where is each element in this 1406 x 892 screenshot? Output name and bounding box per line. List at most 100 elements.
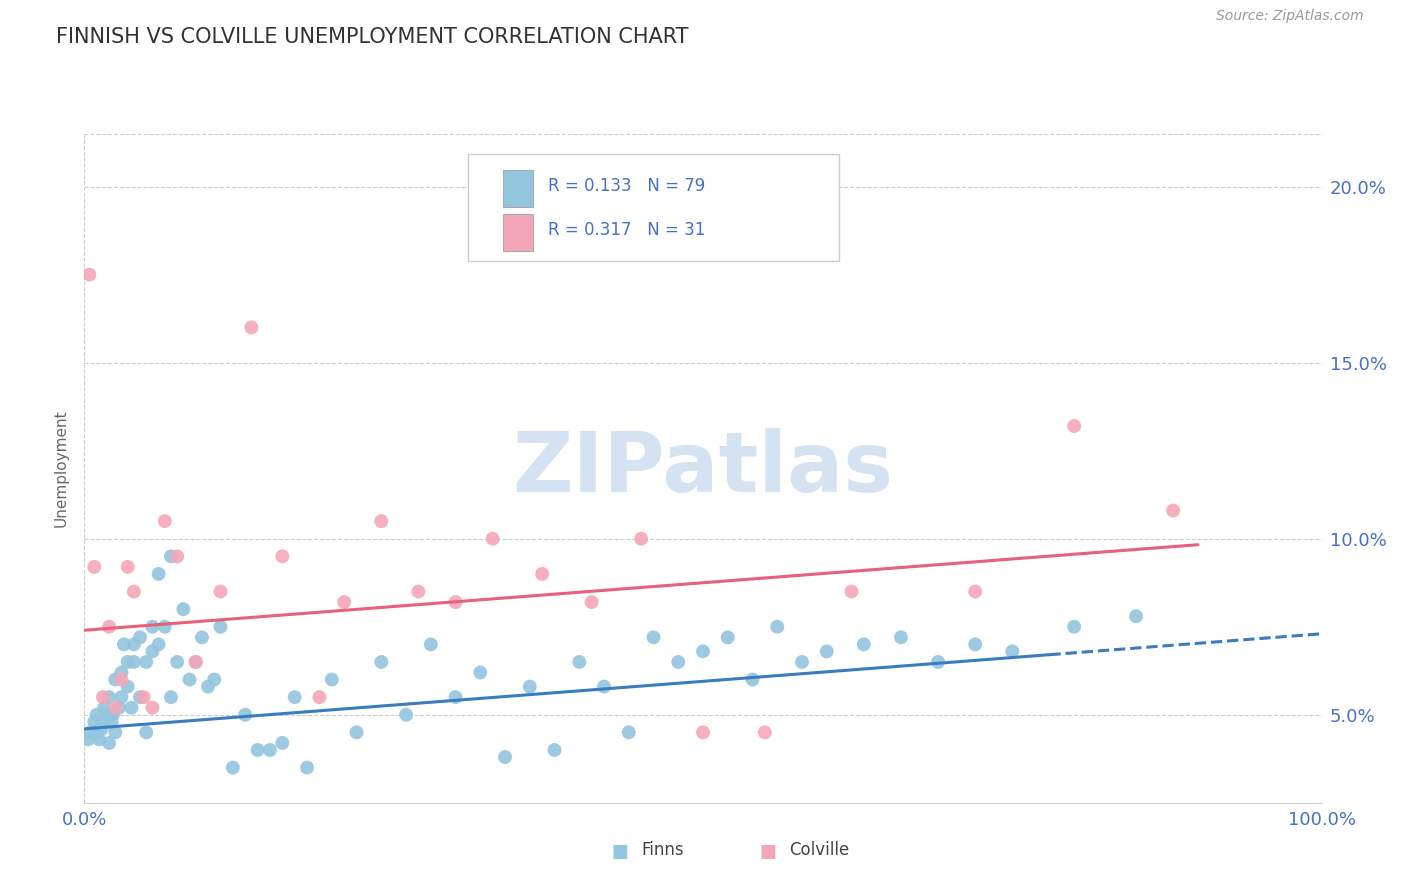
Point bbox=[346, 725, 368, 739]
Point bbox=[295, 761, 318, 775]
Point bbox=[184, 655, 207, 669]
Y-axis label: Unemployment: Unemployment bbox=[53, 409, 69, 527]
Point bbox=[841, 584, 863, 599]
Text: ZIPatlas: ZIPatlas bbox=[513, 428, 893, 508]
Point bbox=[1125, 609, 1147, 624]
Point bbox=[79, 268, 101, 282]
Point bbox=[122, 655, 145, 669]
Point bbox=[333, 595, 356, 609]
Point bbox=[117, 560, 139, 574]
Point bbox=[271, 736, 294, 750]
Point bbox=[166, 655, 188, 669]
Point bbox=[91, 714, 114, 729]
Point bbox=[153, 514, 176, 528]
Point bbox=[470, 665, 492, 680]
Point bbox=[122, 584, 145, 599]
Point bbox=[132, 690, 155, 705]
Point bbox=[321, 673, 343, 687]
Point bbox=[568, 655, 591, 669]
Point bbox=[308, 690, 330, 705]
Point bbox=[110, 690, 132, 705]
Point bbox=[160, 549, 183, 564]
Point bbox=[135, 655, 157, 669]
Point bbox=[166, 549, 188, 564]
Point bbox=[141, 644, 163, 658]
FancyBboxPatch shape bbox=[502, 170, 533, 207]
Point bbox=[494, 750, 516, 764]
FancyBboxPatch shape bbox=[468, 154, 839, 261]
Point bbox=[153, 620, 176, 634]
Point bbox=[531, 566, 554, 581]
Point bbox=[852, 637, 875, 651]
Point bbox=[98, 736, 121, 750]
Point bbox=[141, 620, 163, 634]
Point bbox=[815, 644, 838, 658]
Point bbox=[617, 725, 640, 739]
Point bbox=[444, 690, 467, 705]
Point bbox=[98, 620, 121, 634]
Point bbox=[79, 725, 101, 739]
Point bbox=[209, 584, 232, 599]
Point bbox=[890, 630, 912, 644]
Point bbox=[86, 725, 108, 739]
Point bbox=[666, 655, 689, 669]
Point bbox=[1161, 503, 1184, 517]
Point bbox=[209, 620, 232, 634]
Point bbox=[202, 673, 225, 687]
Point bbox=[240, 320, 263, 334]
Point bbox=[233, 707, 256, 722]
Point bbox=[148, 637, 170, 651]
Point bbox=[98, 690, 121, 705]
Point bbox=[83, 560, 105, 574]
Point bbox=[117, 655, 139, 669]
Text: R = 0.317   N = 31: R = 0.317 N = 31 bbox=[548, 221, 706, 239]
Point bbox=[129, 690, 152, 705]
Point bbox=[148, 566, 170, 581]
Point bbox=[593, 680, 616, 694]
Point bbox=[965, 637, 987, 651]
Point bbox=[519, 680, 541, 694]
Point bbox=[110, 665, 132, 680]
Point bbox=[222, 761, 245, 775]
Point bbox=[927, 655, 949, 669]
Point bbox=[395, 707, 418, 722]
Point bbox=[129, 630, 152, 644]
Point bbox=[93, 700, 115, 714]
Text: ▪: ▪ bbox=[610, 836, 628, 863]
Point bbox=[184, 655, 207, 669]
Point bbox=[692, 725, 714, 739]
Point bbox=[766, 620, 789, 634]
Text: Finns: Finns bbox=[641, 840, 683, 859]
Text: R = 0.133   N = 79: R = 0.133 N = 79 bbox=[548, 178, 706, 195]
Point bbox=[481, 532, 503, 546]
Point bbox=[112, 637, 135, 651]
Point bbox=[122, 637, 145, 651]
Text: FINNISH VS COLVILLE UNEMPLOYMENT CORRELATION CHART: FINNISH VS COLVILLE UNEMPLOYMENT CORRELA… bbox=[56, 27, 689, 46]
Point bbox=[120, 700, 142, 714]
Point bbox=[101, 707, 124, 722]
Point bbox=[77, 732, 100, 747]
Point bbox=[284, 690, 307, 705]
Point bbox=[117, 680, 139, 694]
FancyBboxPatch shape bbox=[502, 214, 533, 252]
Point bbox=[543, 743, 565, 757]
Point bbox=[179, 673, 201, 687]
Point bbox=[1063, 620, 1085, 634]
Point bbox=[135, 725, 157, 739]
Point bbox=[110, 673, 132, 687]
Point bbox=[89, 732, 111, 747]
Point bbox=[630, 532, 652, 546]
Point bbox=[160, 690, 183, 705]
Point bbox=[965, 584, 987, 599]
Point bbox=[581, 595, 603, 609]
Point bbox=[246, 743, 269, 757]
Point bbox=[191, 630, 214, 644]
Point bbox=[100, 714, 122, 729]
Point bbox=[271, 549, 294, 564]
Point bbox=[104, 725, 127, 739]
Point bbox=[370, 655, 392, 669]
Point bbox=[91, 690, 114, 705]
Point bbox=[1001, 644, 1024, 658]
Point bbox=[86, 707, 108, 722]
Point bbox=[104, 673, 127, 687]
